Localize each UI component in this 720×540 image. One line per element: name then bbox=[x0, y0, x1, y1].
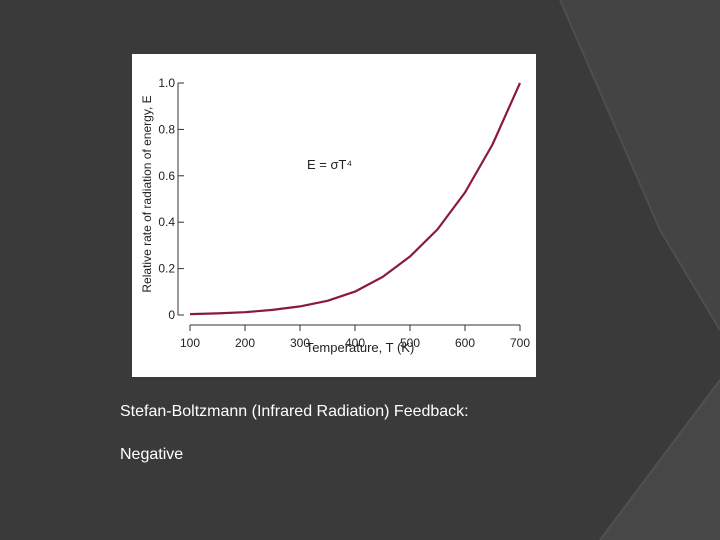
x-tick-label: 500 bbox=[400, 336, 420, 350]
series-line bbox=[189, 82, 522, 316]
decor-line-lower bbox=[599, 379, 720, 540]
x-tick-label: 400 bbox=[345, 336, 365, 350]
y-axis-label: Relative rate of radiation of energy, E bbox=[140, 95, 154, 292]
decor-wedge-upper bbox=[560, 0, 720, 330]
chart-panel: 0 0.2 0.4 0.6 0.8 1.0 100 200 300 400 500 600 700 Te… bbox=[132, 54, 536, 377]
formula-annotation: E = σT⁴ bbox=[307, 157, 352, 172]
chart-series bbox=[189, 82, 522, 316]
x-tick-label: 700 bbox=[510, 336, 530, 350]
x-axis-label: Temperature, T (K) bbox=[306, 340, 415, 355]
decor-line-upper bbox=[559, 0, 720, 331]
y-tick-label: 0.4 bbox=[158, 215, 175, 229]
y-tick-label: 0 bbox=[168, 308, 175, 322]
chart-ticks: 0 0.2 0.4 0.6 0.8 1.0 100 200 300 400 500 600 700 bbox=[158, 76, 530, 350]
x-tick-label: 600 bbox=[455, 336, 475, 350]
x-tick-label: 300 bbox=[290, 336, 310, 350]
y-tick-label: 0.8 bbox=[158, 122, 175, 136]
y-tick-label: 0.6 bbox=[158, 169, 175, 183]
y-tick-label: 0.2 bbox=[158, 262, 175, 276]
x-tick-label: 100 bbox=[180, 336, 200, 350]
y-tick-label: 1.0 bbox=[158, 76, 175, 90]
chart: 0 0.2 0.4 0.6 0.8 1.0 100 200 300 400 500 600 700 Te… bbox=[140, 76, 530, 355]
chart-axes bbox=[177, 83, 520, 326]
caption-title: Stefan-Boltzmann (Infrared Radiation) Fe… bbox=[120, 403, 469, 420]
caption-verdict: Negative bbox=[120, 446, 184, 463]
x-tick-label: 200 bbox=[235, 336, 255, 350]
